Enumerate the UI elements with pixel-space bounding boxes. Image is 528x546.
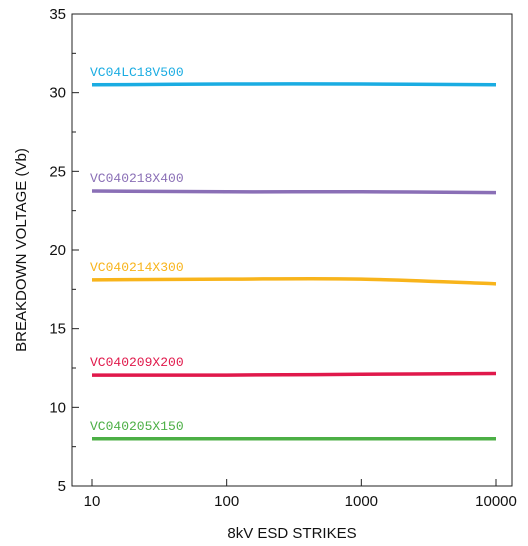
x-tick-label: 10 bbox=[84, 493, 101, 510]
y-tick-label: 30 bbox=[49, 85, 66, 102]
x-tick-label: 1000 bbox=[345, 493, 378, 510]
series-labels: VC04LC18V500 VC040218X400 VC040214X300 VC04… bbox=[90, 65, 184, 434]
series-label: VC040218X400 bbox=[90, 171, 184, 186]
series-label: VC040214X300 bbox=[90, 260, 184, 275]
y-tick-label: 20 bbox=[49, 242, 66, 259]
x-tick-label: 10000 bbox=[475, 493, 517, 510]
series-lines bbox=[91, 82, 497, 441]
y-axis: 5 10 15 20 25 30 35 bbox=[49, 6, 79, 495]
series-line bbox=[91, 371, 497, 377]
series-label: VC040209X200 bbox=[90, 355, 184, 370]
series-line bbox=[91, 276, 497, 286]
y-tick-label: 5 bbox=[58, 478, 66, 495]
y-tick-label: 35 bbox=[49, 6, 66, 23]
x-tick-label: 100 bbox=[214, 493, 239, 510]
series-line bbox=[91, 82, 497, 87]
y-tick-label: 15 bbox=[49, 321, 66, 338]
series-line bbox=[91, 189, 497, 195]
series-label: VC040205X150 bbox=[90, 419, 184, 434]
series-label: VC04LC18V500 bbox=[90, 65, 184, 80]
y-axis-title: BREAKDOWN VOLTAGE (Vb) bbox=[13, 148, 30, 352]
x-axis-title: 8kV ESD STRIKES bbox=[227, 525, 356, 542]
y-tick-label: 25 bbox=[49, 163, 66, 180]
x-axis: 10 100 1000 10000 bbox=[84, 479, 517, 510]
y-tick-label: 10 bbox=[49, 399, 66, 416]
